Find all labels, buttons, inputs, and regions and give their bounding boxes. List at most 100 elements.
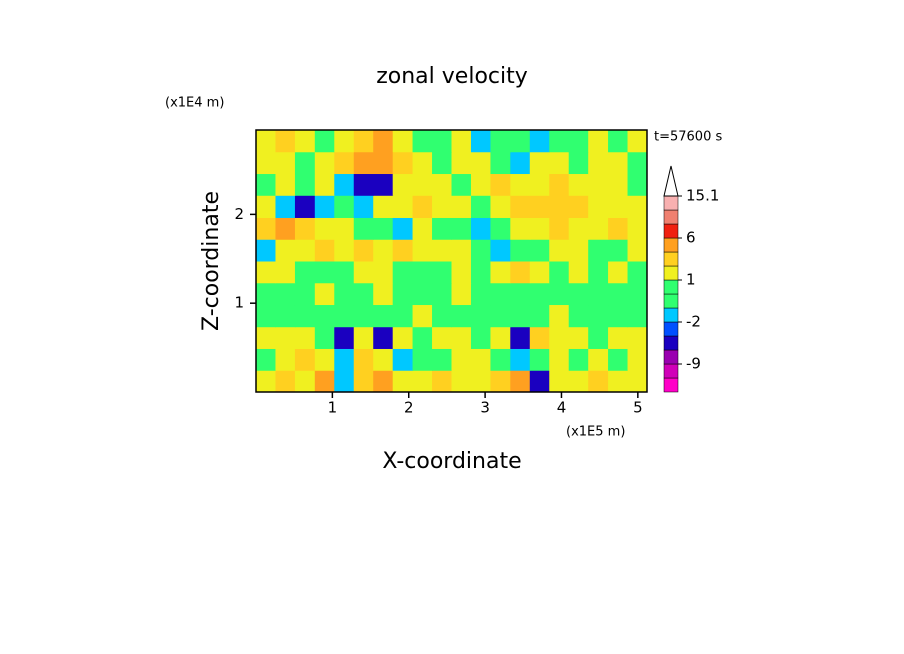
colorbar-segment (663, 279, 679, 295)
contour-cell (373, 261, 394, 284)
contour-cell (470, 195, 491, 218)
contour-cell (275, 217, 296, 240)
contour-cell (568, 370, 589, 393)
contour-cell (529, 217, 550, 240)
annotation: t=57600 s (654, 130, 722, 145)
colorbar-segment (663, 265, 679, 281)
contour-cell (294, 348, 316, 371)
contour-cell (392, 326, 414, 349)
contour-cell (256, 195, 276, 218)
contour-cell (529, 173, 550, 196)
contour-cell (529, 261, 550, 284)
contour-cell (294, 151, 316, 175)
contour-cell (275, 173, 296, 196)
contour-cell (568, 217, 589, 240)
contour-cell (568, 304, 589, 328)
contour-cell (373, 348, 394, 371)
contour-cell (392, 370, 414, 393)
contour-cell (294, 239, 316, 262)
colorbar-segment (663, 377, 679, 393)
contour-cell (412, 261, 433, 284)
contour-cell (529, 151, 550, 175)
x-axis-label: X-coordinate (382, 449, 521, 474)
contour-cell (334, 130, 355, 153)
contour-cell (314, 173, 335, 196)
contour-cell (412, 370, 433, 393)
contour-cell (529, 348, 550, 371)
contour-cell (549, 326, 570, 349)
contour-cell (432, 326, 452, 349)
contour-cell (256, 261, 276, 284)
contour-cell (334, 326, 355, 349)
contour-cell (256, 217, 276, 240)
contour-cell (256, 326, 276, 349)
x-tick-label: 2 (404, 399, 414, 417)
contour-cell (314, 348, 335, 371)
contour-cell (627, 173, 648, 196)
contour-cell (334, 348, 355, 371)
contour-cell (490, 173, 511, 196)
y-tick-label: 2 (234, 205, 244, 223)
contour-cell (490, 195, 511, 218)
contour-cell (275, 370, 296, 393)
contour-cell (314, 370, 335, 393)
contour-cell (549, 348, 570, 371)
contour-cell (608, 151, 629, 175)
contour-cell (353, 195, 374, 218)
contour-cell (334, 304, 355, 328)
contour-cell (275, 151, 296, 175)
contour-cell (529, 282, 550, 306)
contour-cell (470, 282, 491, 306)
contour-cell (392, 151, 414, 175)
chart-title: zonal velocity (376, 64, 528, 89)
contour-cell (275, 326, 296, 349)
contour-cell (627, 261, 648, 284)
contour-cell (275, 304, 296, 328)
contour-cell (549, 261, 570, 284)
contour-cell (627, 282, 648, 306)
contour-cell (373, 130, 394, 153)
x-tick-label: 3 (480, 399, 490, 417)
contour-cell (392, 130, 414, 153)
contour-cell (568, 282, 589, 306)
contour-cell (549, 151, 570, 175)
contour-cell (256, 173, 276, 196)
contour-cell (432, 348, 452, 371)
contour-cell (451, 261, 472, 284)
contour-cell (588, 261, 609, 284)
contour-cell (529, 130, 550, 153)
contour-cell (510, 217, 531, 240)
contour-cell (568, 239, 589, 262)
contour-cell (451, 348, 472, 371)
contour-cell (294, 217, 316, 240)
contour-cell (588, 348, 609, 371)
colorbar-segment (663, 195, 679, 211)
contour-cell (568, 326, 589, 349)
contour-cell (392, 282, 414, 306)
contour-cell (510, 370, 531, 393)
colorbar-segment (663, 321, 679, 337)
contour-cell (568, 261, 589, 284)
colorbar-segment (663, 349, 679, 365)
contour-cell (353, 348, 374, 371)
contour-cell (470, 239, 491, 262)
x-tick-label: 5 (633, 399, 643, 417)
contour-cell (549, 217, 570, 240)
contour-cell (256, 348, 276, 371)
contour-cell (451, 195, 472, 218)
colorbar-segment (663, 223, 679, 239)
x-unit: (x1E5 m) (566, 425, 625, 440)
contour-cell (588, 195, 609, 218)
contour-cell (275, 130, 296, 153)
contour-cell (627, 304, 648, 328)
contour-cell (549, 195, 570, 218)
contour-cell (529, 304, 550, 328)
contour-cell (334, 370, 355, 393)
contour-cell (510, 195, 531, 218)
contour-cell (627, 217, 648, 240)
contour-cell (627, 239, 648, 262)
contour-cell (275, 261, 296, 284)
contour-cell (549, 282, 570, 306)
colorbar-tick-label: -2 (686, 313, 701, 331)
contour-cell (256, 370, 276, 393)
